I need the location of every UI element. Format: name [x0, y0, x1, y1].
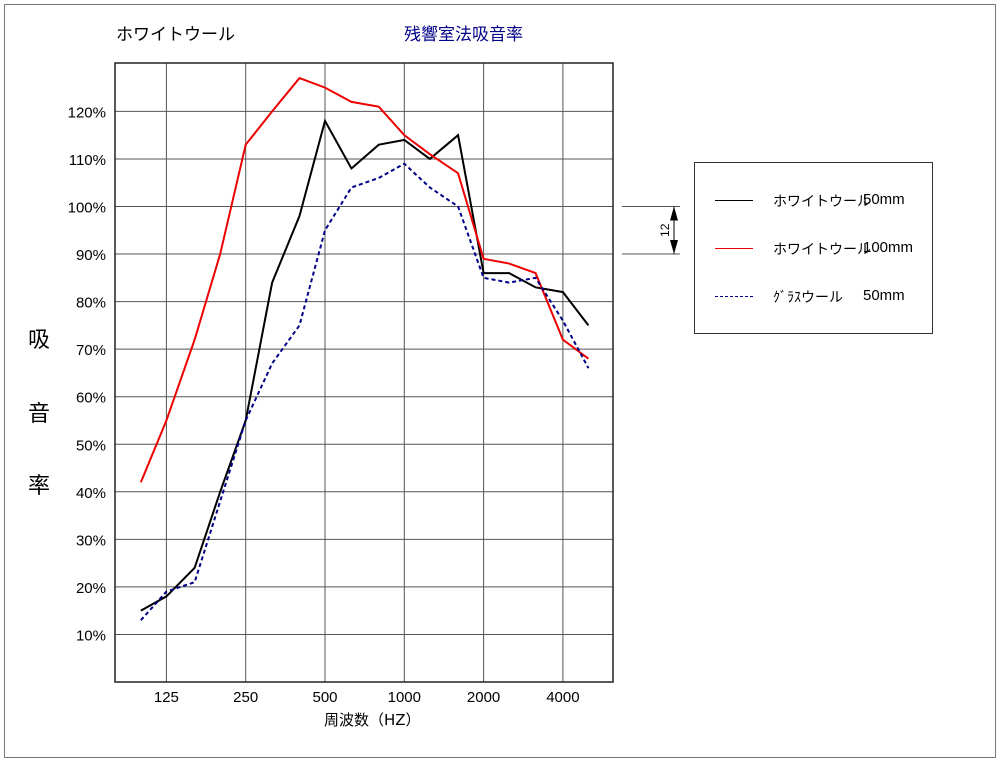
- series-line-2: [140, 162, 590, 621]
- legend-label: ｸﾞﾗｽウール: [773, 290, 843, 306]
- legend-label: ホワイトウール: [773, 194, 871, 210]
- arrow-up-icon: [670, 206, 678, 221]
- y-tick-label: 80%: [76, 295, 106, 312]
- series-line-1: [139, 76, 590, 483]
- legend-swatch: [715, 200, 753, 201]
- legend-item: ホワイトウール 100mm: [715, 239, 925, 259]
- legend-item: ｸﾞﾗｽウール 50mm: [715, 287, 925, 307]
- y-label-3: 率: [28, 474, 51, 499]
- y-tick-label: 70%: [76, 342, 106, 359]
- x-tick-label: 1000: [388, 689, 421, 706]
- y-tick-label: 120%: [68, 104, 106, 121]
- legend-swatch: [715, 248, 753, 249]
- chart-title: 残響室法吸音率: [404, 25, 523, 45]
- y-label-2: 音: [28, 402, 51, 427]
- legend-swatch: [715, 296, 753, 297]
- y-label-1: 吸: [28, 328, 51, 353]
- legend-size: 50mm: [863, 287, 905, 304]
- x-tick-label: 4000: [546, 689, 579, 706]
- x-tick-label: 2000: [467, 689, 500, 706]
- y-tick-label: 10%: [76, 627, 106, 644]
- chart-subject: ホワイトウール: [116, 25, 235, 45]
- x-tick-label: 250: [233, 689, 258, 706]
- arrow-down-icon: [670, 240, 678, 255]
- series-line-0: [140, 118, 590, 612]
- page-frame: [4, 4, 996, 758]
- y-tick-label: 60%: [76, 390, 106, 407]
- dimension-label: 12: [658, 223, 672, 237]
- y-tick-label: 50%: [76, 437, 106, 454]
- legend-size: 100mm: [863, 239, 914, 256]
- legend-size: 50mm: [863, 191, 905, 208]
- x-tick-label: 500: [312, 689, 337, 706]
- y-tick-label: 40%: [76, 485, 106, 502]
- y-tick-label: 100%: [68, 200, 106, 217]
- y-tick-label: 30%: [76, 532, 106, 549]
- legend-label: ホワイトウール: [773, 242, 871, 258]
- x-tick-label: 125: [154, 689, 179, 706]
- x-axis-label: 周波数（HZ）: [324, 711, 421, 729]
- y-tick-label: 20%: [76, 580, 106, 597]
- y-tick-label: 90%: [76, 247, 106, 264]
- legend-item: ホワイトウール 50mm: [715, 191, 925, 211]
- plot-area: [114, 62, 614, 683]
- legend: ホワイトウール 50mm ホワイトウール 100mm ｸﾞﾗｽウール 50mm: [694, 162, 933, 334]
- y-tick-label: 110%: [69, 152, 106, 169]
